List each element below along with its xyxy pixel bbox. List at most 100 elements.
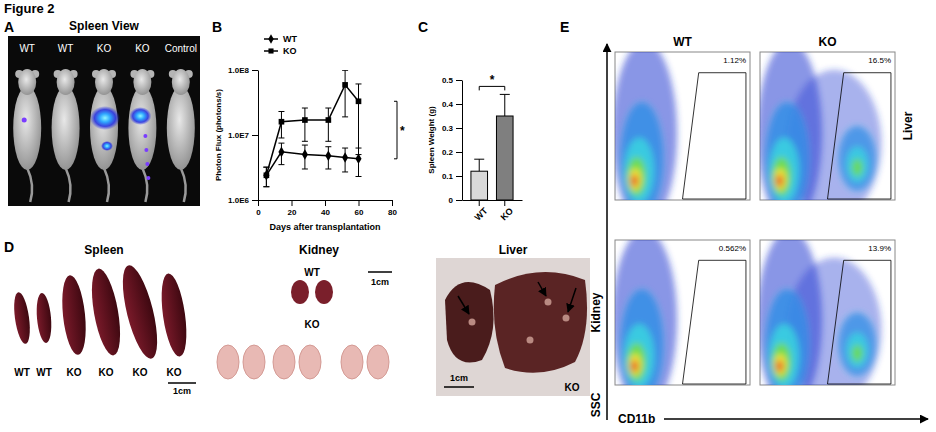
- scale-bar: [444, 386, 474, 388]
- error-cap: [325, 108, 331, 109]
- density-cloud: [627, 157, 646, 195]
- density-cloud: [629, 168, 641, 190]
- tick: 40: [321, 200, 330, 217]
- mouse-head: [172, 69, 190, 95]
- marker: [342, 152, 348, 163]
- liver-lobe: [445, 282, 494, 363]
- kidney: [217, 345, 239, 379]
- mouse-label: WT: [58, 43, 74, 54]
- figure: Figure 2ABCDESpleen ViewWTWTKOKOControl0…: [0, 0, 936, 432]
- legend: WTKO: [264, 34, 297, 56]
- mouse-body: [128, 86, 156, 170]
- row-label: Kidney: [589, 292, 603, 332]
- photo-background: [436, 258, 590, 396]
- error-cap: [325, 168, 331, 169]
- annotation: *: [400, 124, 405, 138]
- mouse-tail: [27, 168, 32, 202]
- kidney: [315, 280, 333, 304]
- tick-mark: [456, 176, 462, 177]
- panel-letter: B: [212, 19, 222, 35]
- tick-mark: [456, 80, 462, 81]
- sample-label: KO: [565, 382, 580, 393]
- signal: [90, 106, 120, 130]
- marker: [302, 117, 308, 123]
- axis-title: Photon Flux (photons/s): [214, 89, 223, 181]
- error-cap: [325, 146, 331, 147]
- density-plot: [760, 240, 891, 385]
- bracket: [394, 101, 397, 159]
- tick-label: 0.3: [442, 124, 454, 133]
- sample-label: KO: [67, 367, 82, 378]
- density-plot: [760, 52, 891, 200]
- panel-title: Spleen View: [69, 19, 139, 33]
- scale-label: 1cm: [450, 373, 468, 383]
- annotation: *: [490, 73, 495, 87]
- error-line: [358, 84, 359, 155]
- spleen: [35, 292, 53, 343]
- sample-label: WT: [36, 367, 52, 378]
- marker: [326, 117, 332, 123]
- error-cap: [302, 145, 308, 146]
- density-cloud: [765, 289, 808, 385]
- tick: KO: [498, 200, 515, 222]
- density-cloud: [838, 126, 876, 191]
- panel-title: Spleen: [84, 243, 123, 257]
- density-cloud: [631, 175, 638, 187]
- bar-chart: 00.10.20.30.40.5WTKOSpleen Weight (g)*: [427, 73, 523, 222]
- density-cloud: [846, 147, 868, 183]
- panel-e: WTKO1.12%16.5%0.562%13.9%LiverKidneySSCC…: [589, 35, 928, 426]
- kidney: [367, 345, 389, 379]
- tick-label: 1.0E7: [228, 131, 249, 140]
- error-bar: [474, 159, 484, 171]
- sample-label: KO: [305, 319, 320, 330]
- mouse: [128, 69, 156, 202]
- error-bar: [302, 108, 308, 141]
- error-bar: [278, 111, 284, 137]
- density-cloud: [769, 138, 799, 200]
- tick: 1.0E7: [228, 131, 258, 140]
- mouse: [13, 69, 41, 202]
- figure-title: Figure 2: [4, 1, 55, 16]
- tick-label: 40: [321, 208, 330, 217]
- tick: WT: [473, 200, 490, 223]
- error-line: [345, 70, 346, 117]
- tick-label: 0: [449, 196, 454, 205]
- tick: 20: [288, 200, 297, 217]
- error-cap: [474, 159, 484, 160]
- axis: 1.0E61.0E71.0E8: [228, 66, 258, 205]
- tick-label: 1.0E8: [228, 66, 249, 75]
- axis-title: Days after transplantation: [269, 222, 380, 232]
- axis-line: [258, 71, 259, 201]
- tick-label: 0.1: [442, 172, 454, 181]
- mouse-head: [18, 69, 36, 95]
- density-cloud: [765, 102, 808, 200]
- error-cap: [356, 154, 362, 155]
- line-chart: 0204060801.0E61.0E71.0E8Days after trans…: [214, 34, 405, 232]
- panel-d-spleen: SpleenWTWTKOKOKOKO1cm: [8, 243, 200, 396]
- axis-title: Spleen Weight (g): [427, 106, 436, 174]
- axis-arrow: [664, 418, 928, 420]
- scale-bar: [168, 382, 196, 384]
- error-bar: [356, 84, 362, 155]
- tick-mark: [456, 152, 462, 153]
- legend-marker: [268, 48, 273, 53]
- tick: 60: [355, 200, 364, 217]
- density-cloud: [774, 354, 786, 376]
- bar: [496, 116, 513, 200]
- axis-arrow: [606, 44, 608, 420]
- tick-mark: [392, 200, 393, 206]
- nodule: [545, 299, 552, 306]
- tick-mark: [479, 200, 480, 206]
- photo-background: [8, 258, 200, 396]
- density-cloud: [615, 52, 677, 200]
- mouse-tail: [104, 168, 109, 202]
- arrow: [538, 282, 546, 296]
- error-cap: [263, 167, 269, 168]
- kidney: [299, 345, 321, 379]
- tick: 0.1: [442, 172, 462, 181]
- tick-label: 0.2: [442, 148, 454, 157]
- liver-lobe: [494, 272, 587, 373]
- tick-mark: [456, 128, 462, 129]
- signal: [129, 107, 151, 125]
- mouse-label: KO: [135, 43, 150, 54]
